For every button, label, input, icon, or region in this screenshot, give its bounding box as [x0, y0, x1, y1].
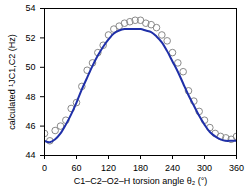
- svg-text:52: 52: [25, 33, 35, 43]
- svg-text:180: 180: [133, 163, 148, 173]
- svg-text:60: 60: [71, 163, 81, 173]
- svg-text:46: 46: [25, 121, 35, 131]
- svg-text:0: 0: [42, 163, 47, 173]
- svg-text:120: 120: [101, 163, 116, 173]
- svg-text:50: 50: [25, 62, 35, 72]
- svg-text:240: 240: [165, 163, 180, 173]
- svg-text:360: 360: [229, 163, 244, 173]
- svg-text:calculated ¹JC1,C2 (Hz): calculated ¹JC1,C2 (Hz): [7, 34, 17, 130]
- svg-text:48: 48: [25, 92, 35, 102]
- svg-text:C1–C2–O2–H torsion angle θ₂ (°: C1–C2–O2–H torsion angle θ₂ (°): [74, 176, 208, 186]
- svg-text:44: 44: [25, 150, 35, 160]
- svg-text:300: 300: [197, 163, 212, 173]
- svg-text:54: 54: [25, 3, 35, 13]
